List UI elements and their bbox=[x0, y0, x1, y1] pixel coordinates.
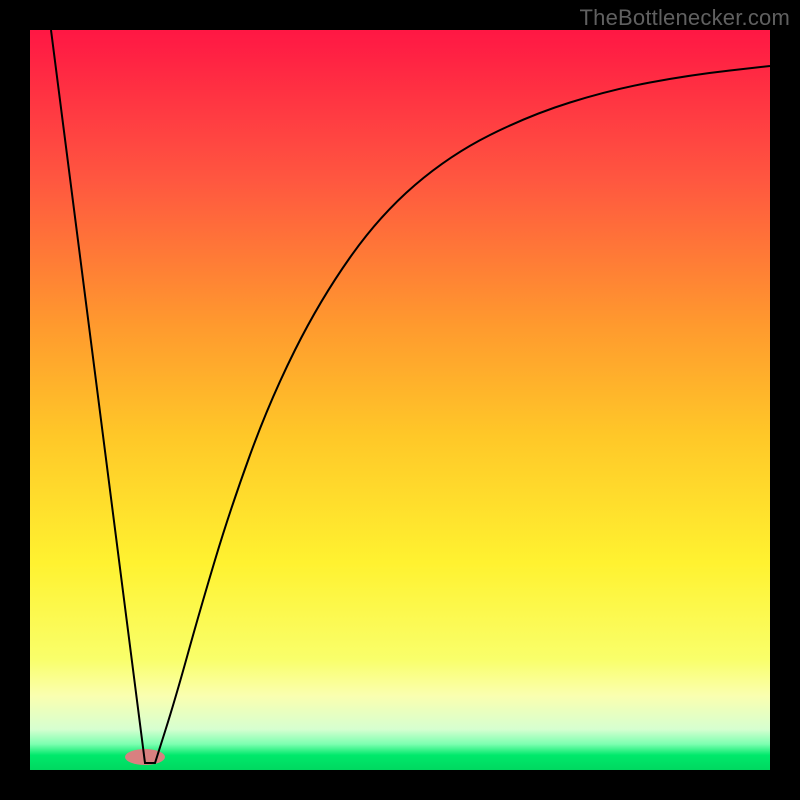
watermark-text: TheBottlenecker.com bbox=[580, 5, 790, 31]
border-right bbox=[770, 0, 800, 800]
chart-container: TheBottlenecker.com bbox=[0, 0, 800, 800]
chart-svg bbox=[0, 0, 800, 800]
border-left bbox=[0, 0, 30, 800]
plot-background bbox=[30, 30, 770, 770]
border-bottom bbox=[0, 770, 800, 800]
